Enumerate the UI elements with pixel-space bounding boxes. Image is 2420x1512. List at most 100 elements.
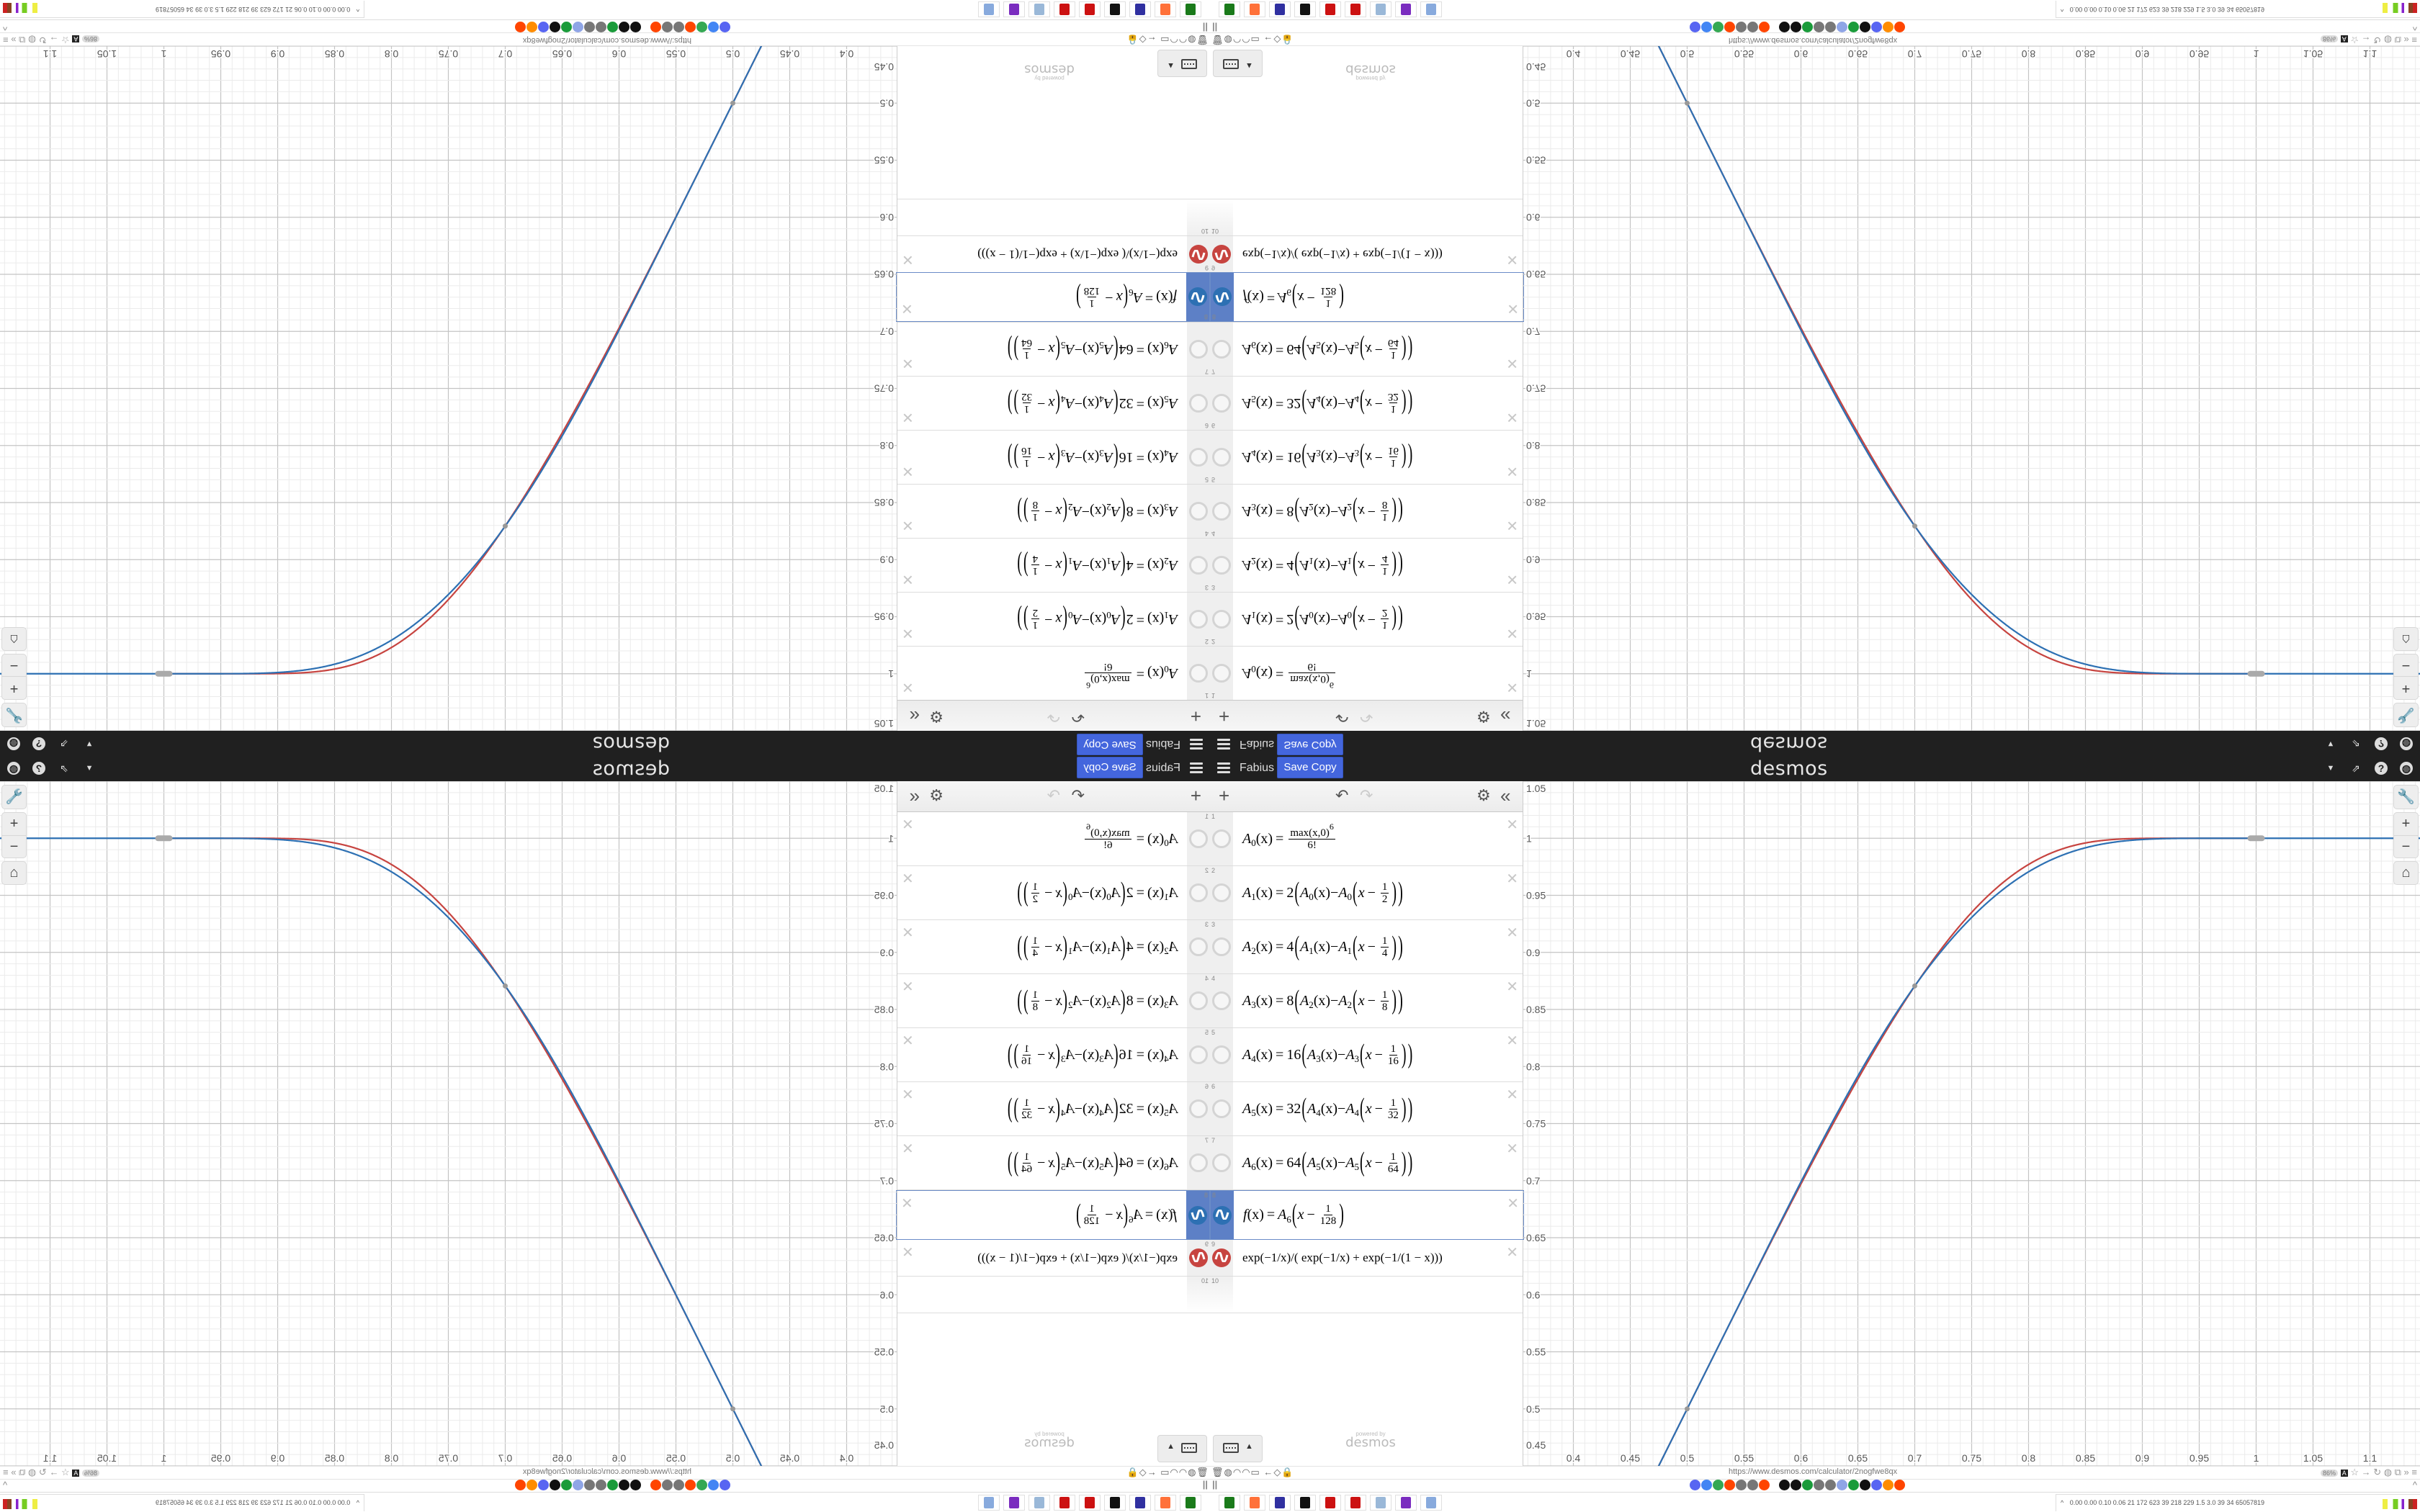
expression-math[interactable]: exp(−1/x)/( exp(−1/x) + exp(−1/(1 − x)))	[1242, 1240, 1501, 1276]
expression-math[interactable]: A 0 (x) = max(x,0)6 6!	[1242, 812, 1501, 865]
graph-hidden-circle-icon[interactable]	[1212, 394, 1231, 413]
share-icon[interactable]: ⇗	[2352, 762, 2360, 774]
zoom-out-button[interactable]: −	[2401, 657, 2411, 673]
graph-hidden-circle-icon[interactable]	[1212, 1045, 1231, 1064]
url-field[interactable]: https://www.desmos.com/calculator/2nogfw…	[522, 1467, 691, 1476]
expression-row[interactable]: 2 A 1 (x) = 2(A 0 (x) − A 0(x −1 2)) ✕	[1210, 592, 1523, 646]
expression-math[interactable]: A 2 (x) = 4(A 1 (x) − A 1(x −1 4))	[919, 539, 1178, 592]
bookmark-icon[interactable]	[1814, 22, 1824, 32]
hamburger-icon[interactable]	[1190, 762, 1203, 774]
bookmark-icon[interactable]	[573, 1480, 583, 1490]
expression-math[interactable]: A 1 (x) = 2(A 0 (x) − A 0(x −1 2))	[1242, 866, 1501, 919]
expression-row[interactable]: 3 A 2 (x) = 4(A 1 (x) − A 1(x −1 4)) ✕	[1210, 538, 1523, 592]
hamburger-icon[interactable]	[1217, 762, 1230, 774]
bookmarks-toggle[interactable]: ||	[1212, 1479, 1218, 1490]
delete-expression-close-icon[interactable]: ✕	[1506, 1141, 1518, 1157]
expression-row[interactable]: 1 A 0 (x) = max(x,0)6 6! ✕	[1210, 812, 1523, 866]
expression-row[interactable]: 1 A 0 (x) = max(x,0)6 6! ✕	[1210, 646, 1523, 700]
bookmark-icon[interactable]	[1871, 22, 1882, 32]
keypad-toggle-button[interactable]: ▲	[1157, 1435, 1207, 1462]
taskbar-app-icon[interactable]	[1294, 1495, 1316, 1511]
bookmark-icon[interactable]	[1837, 1480, 1847, 1490]
bookmark-icon[interactable]	[1701, 1480, 1712, 1490]
graph-canvas[interactable]: 0.4 0.45 0.5 0.55 0.6 0.65 0.7 0.75 0.8 0.85 0.9 0.…	[0, 781, 897, 1466]
delete-expression-close-icon[interactable]: ✕	[902, 979, 914, 995]
undo-button[interactable]: ↶	[1335, 708, 1349, 726]
keypad-toggle-button[interactable]: ▲	[1213, 50, 1263, 77]
delete-expression-close-icon[interactable]: ✕	[902, 817, 914, 833]
delete-expression-close-icon[interactable]: ✕	[1506, 571, 1518, 587]
expression-row[interactable]: 8 f (x) = A 6(x −1 128) ✕	[1210, 272, 1524, 322]
delete-expression-close-icon[interactable]: ✕	[1506, 1245, 1518, 1261]
tray-chevron-icon[interactable]: ^	[356, 1499, 359, 1506]
expression-math[interactable]: exp(−1/x)/( exp(−1/x) + exp(−1/(1 − x)))	[919, 1240, 1178, 1276]
expression-row[interactable]: 8 f (x) = A 6(x −1 128) ✕	[896, 1190, 1210, 1240]
expression-math[interactable]: A 4 (x) = 16(A 3 (x) − A 3(x −1 16))	[1242, 431, 1501, 484]
bookmark-icon[interactable]	[1894, 22, 1905, 32]
graph-settings-wrench-icon[interactable]: 🔧	[2393, 785, 2419, 809]
taskbar-app-icon[interactable]	[1370, 1, 1392, 17]
redo-button[interactable]: ↷	[1047, 786, 1060, 804]
expression-row[interactable]: 9 exp(−1/x)/( exp(−1/x) + exp(−1/(1 − x))…	[897, 1240, 1210, 1277]
bookmark-icon[interactable]	[1871, 1480, 1882, 1490]
graph-visibility-wave-icon[interactable]	[1188, 287, 1207, 307]
settings-gear-icon[interactable]: ⚙	[1476, 786, 1491, 804]
graph-hidden-circle-icon[interactable]	[1212, 664, 1231, 683]
expression-math[interactable]: A 2 (x) = 4(A 1 (x) − A 1(x −1 4))	[1242, 920, 1501, 973]
globe-icon[interactable]: ◍	[2400, 762, 2413, 775]
graph-visibility-wave-icon[interactable]	[1213, 1205, 1232, 1225]
bookmark-icon[interactable]	[1779, 22, 1790, 32]
url-field[interactable]: https://www.desmos.com/calculator/2nogfw…	[522, 36, 691, 45]
save-copy-button[interactable]: Save Copy	[1277, 757, 1343, 778]
expression-row[interactable]: 7 A 6 (x) = 64(A 5 (x) − A 5(x −1 64)) ✕	[1210, 1136, 1523, 1190]
expression-row[interactable]: 10	[1210, 199, 1523, 235]
globe-icon[interactable]: ◍	[7, 762, 20, 775]
bookmark-icon[interactable]	[526, 1480, 537, 1490]
browser-toolbar-icons[interactable]: ☆ → ↻ ◍ ⧉ » ≡	[2350, 35, 2417, 45]
zoom-level-badge[interactable]: 86%	[2321, 1470, 2339, 1477]
bookmark-icon[interactable]	[1894, 1480, 1905, 1490]
delete-expression-close-icon[interactable]: ✕	[902, 679, 914, 695]
expression-row[interactable]: 1 A 0 (x) = max(x,0)6 6! ✕	[897, 812, 1210, 866]
graph-hidden-circle-icon[interactable]	[1212, 340, 1231, 359]
bookmark-icon[interactable]	[650, 1480, 661, 1490]
bookmark-icon[interactable]	[1837, 22, 1847, 32]
delete-expression-close-icon[interactable]: ✕	[1507, 300, 1519, 316]
graph-visibility-wave-icon[interactable]	[1188, 1205, 1207, 1225]
taskbar-app-icon[interactable]	[1028, 1, 1050, 17]
graph-canvas[interactable]: 0.4 0.45 0.5 0.55 0.6 0.65 0.7 0.75 0.8 0.85 0.9 0.…	[1523, 781, 2420, 1466]
taskbar-app-icon[interactable]	[1003, 1, 1025, 17]
expression-row[interactable]: 2 A 1 (x) = 2(A 0 (x) − A 0(x −1 2)) ✕	[1210, 866, 1523, 920]
expression-math[interactable]: A 2 (x) = 4(A 1 (x) − A 1(x −1 4))	[1242, 539, 1501, 592]
help-icon[interactable]: ?	[2375, 762, 2388, 775]
caret-down-icon[interactable]: ▼	[2326, 764, 2335, 773]
bookmark-icon[interactable]	[1825, 1480, 1836, 1490]
translate-icon[interactable]: A	[72, 35, 80, 42]
address-bar-left-icons[interactable]: 🗑◍◠◠▭ ←◇🔒	[1211, 1467, 1294, 1477]
tray-chevron-icon[interactable]: ^	[2061, 6, 2064, 13]
bookmark-icon[interactable]	[720, 1480, 730, 1490]
bookmark-icon[interactable]	[596, 22, 606, 32]
graph-title[interactable]: Fabius	[1240, 762, 1275, 774]
bookmark-icon[interactable]	[607, 22, 618, 32]
translate-icon[interactable]: A	[2340, 1470, 2348, 1477]
graph-hidden-circle-icon[interactable]	[1189, 1153, 1208, 1172]
expression-row[interactable]: 2 A 1 (x) = 2(A 0 (x) − A 0(x −1 2)) ✕	[897, 592, 1210, 646]
graph-hidden-circle-icon[interactable]	[1189, 883, 1208, 902]
bookmark-icon[interactable]	[538, 1480, 549, 1490]
delete-expression-close-icon[interactable]: ✕	[902, 1033, 914, 1049]
graph-hidden-circle-icon[interactable]	[1212, 937, 1231, 956]
help-icon[interactable]: ?	[2375, 737, 2388, 750]
expression-math[interactable]: A 6 (x) = 64(A 5 (x) − A 5(x −1 64))	[1242, 323, 1501, 376]
bookmark-icon[interactable]	[515, 1480, 526, 1490]
expression-math[interactable]: f (x) = A 6(x −1 128)	[918, 1191, 1177, 1239]
bookmark-icon[interactable]	[1713, 1480, 1724, 1490]
bookmark-icon[interactable]	[1736, 1480, 1747, 1490]
bookmark-icon[interactable]	[708, 22, 719, 32]
delete-expression-close-icon[interactable]: ✕	[902, 625, 914, 641]
taskbar-app-icon[interactable]	[1180, 1495, 1201, 1511]
graph-hidden-circle-icon[interactable]	[1189, 502, 1208, 521]
expression-math[interactable]: A 0 (x) = max(x,0)6 6!	[919, 647, 1178, 700]
graph-visibility-wave-icon[interactable]	[1212, 1248, 1231, 1267]
expression-row[interactable]: 10	[897, 1277, 1210, 1313]
